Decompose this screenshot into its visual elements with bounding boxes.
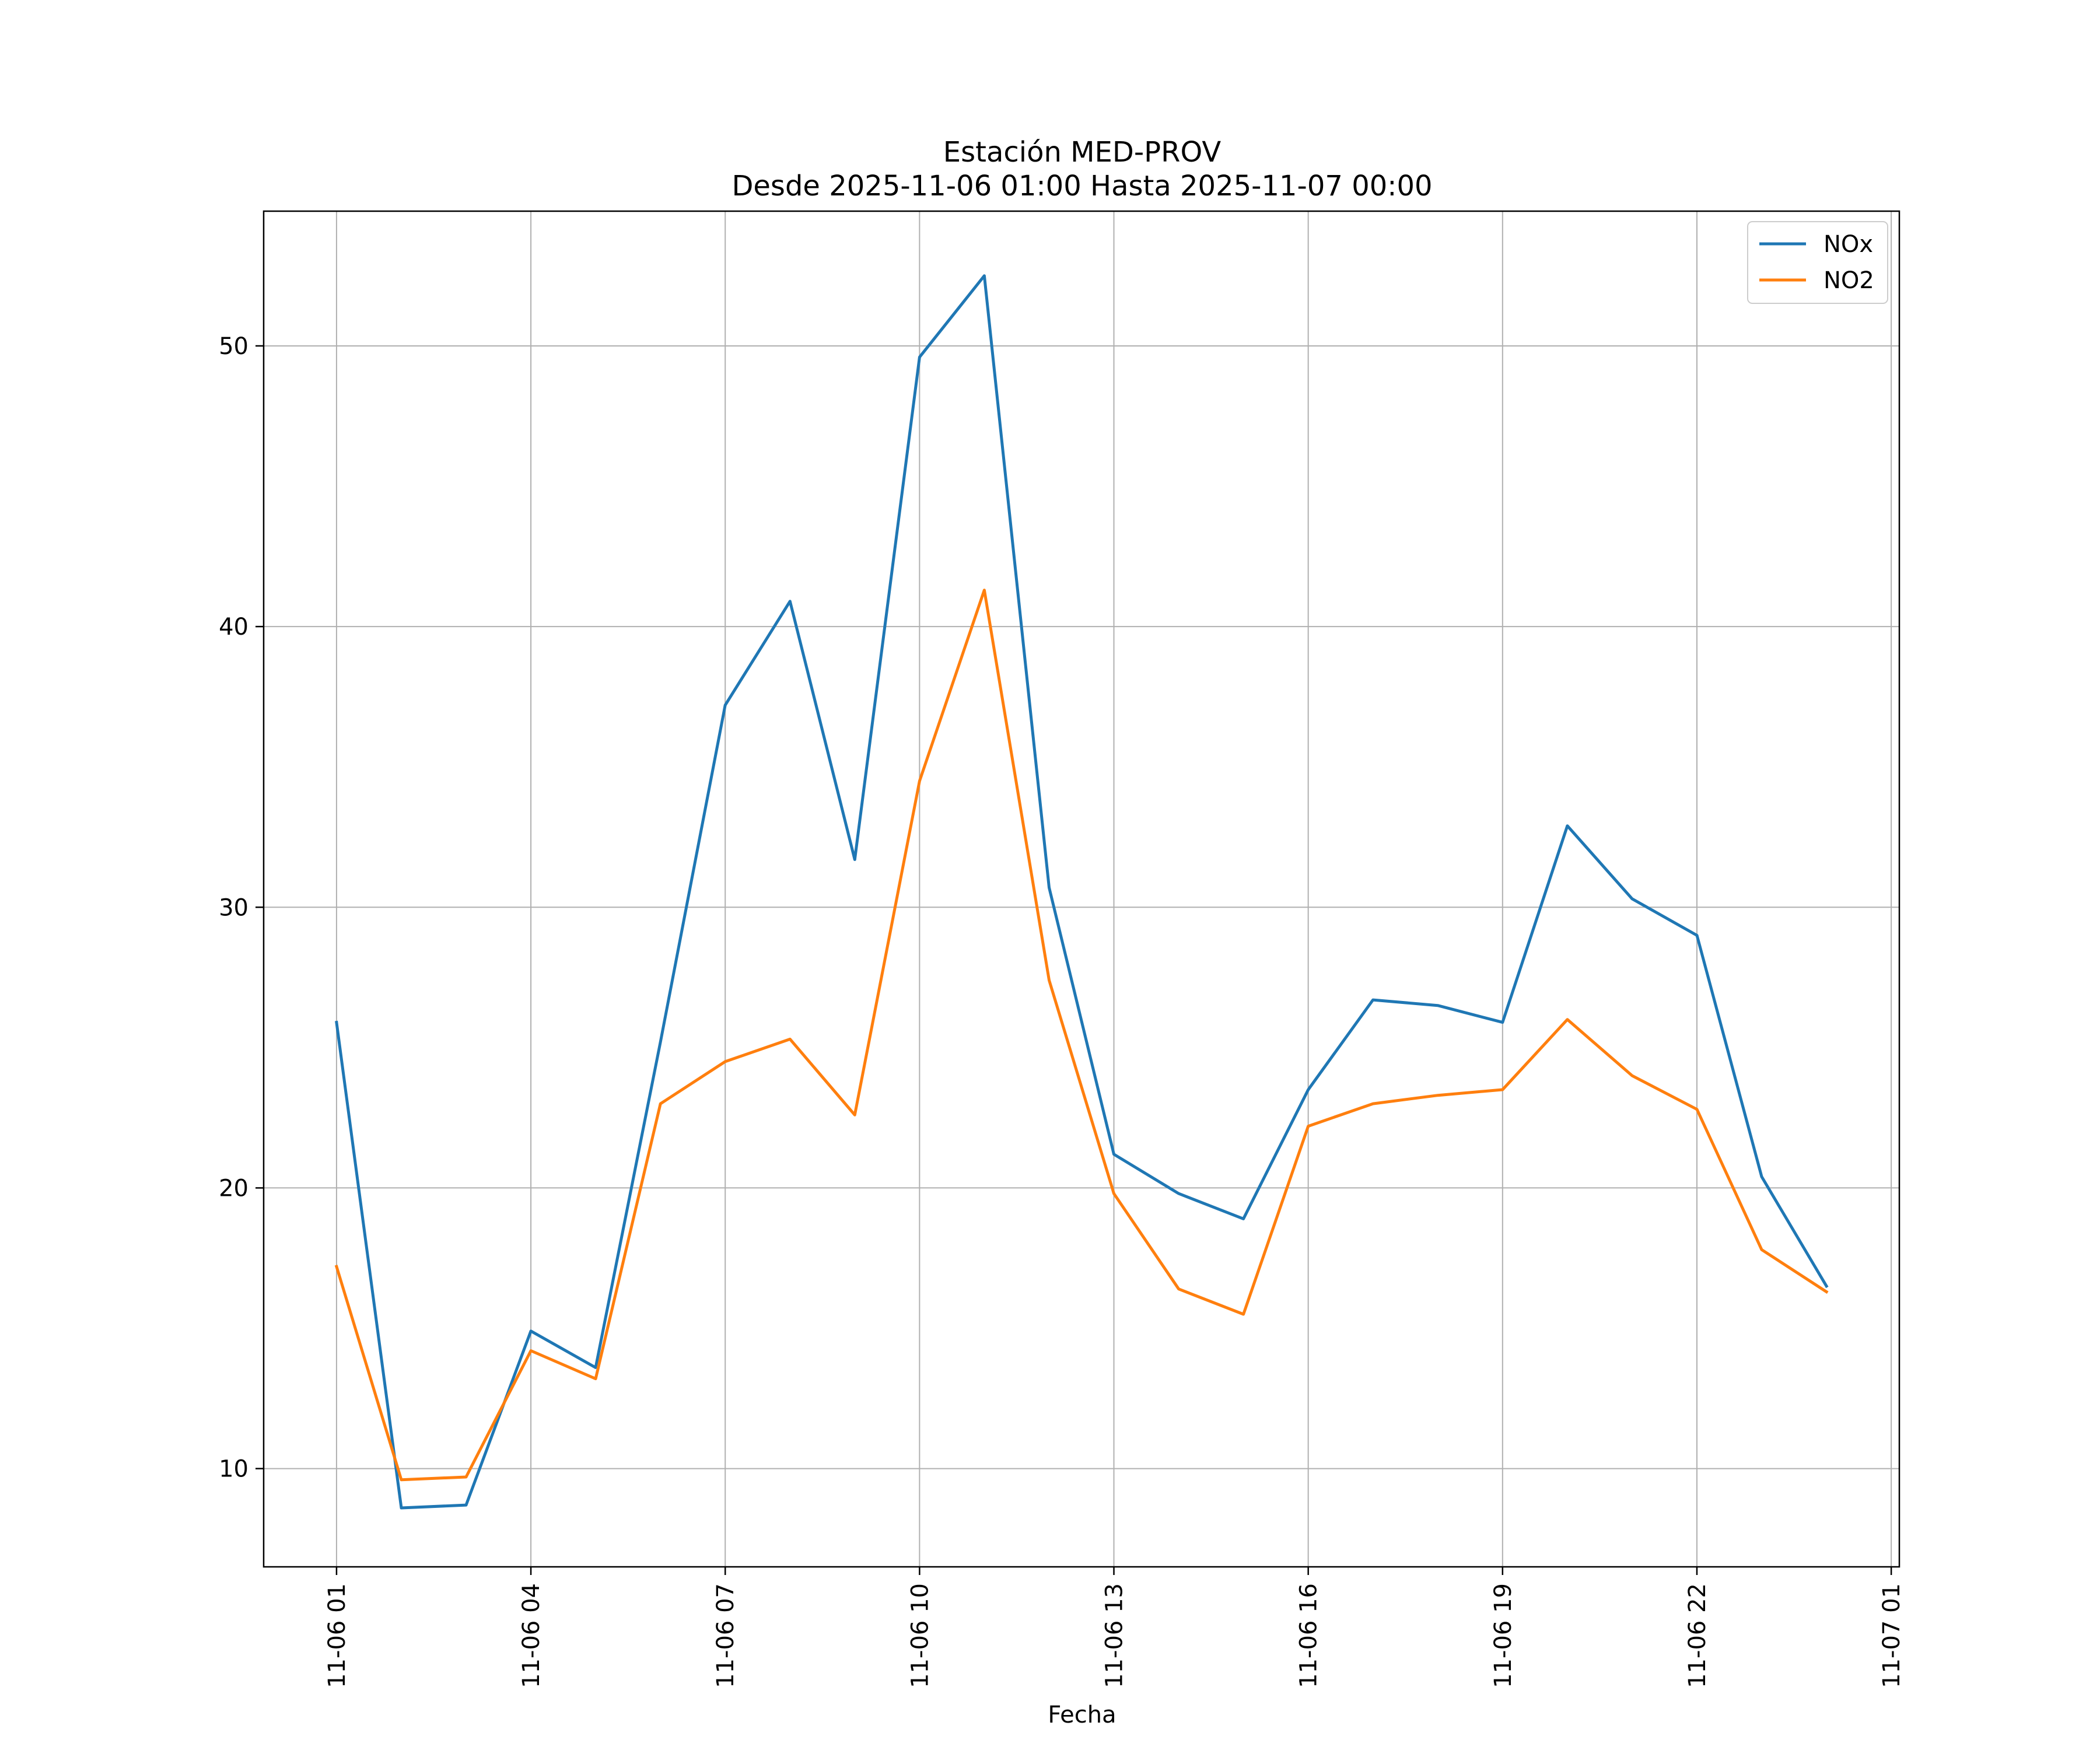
x-tick-label: 11-06 16 [1296,1583,1322,1688]
legend-frame [1747,221,1888,304]
series-line-no2 [334,589,1829,1482]
x-tick-label: 11-06 13 [1101,1583,1128,1688]
grid [264,211,1899,1567]
x-tick-label: 11-06 01 [324,1583,351,1688]
y-tick-label: 30 [219,894,249,921]
chart-subtitle: Desde 2025-11-06 01:00 Hasta 2025-11-07 … [732,170,1432,202]
series-lines [334,274,1829,1510]
x-tick-label: 11-06 07 [712,1583,739,1688]
chart-title: Estación MED-PROV [943,136,1222,169]
axis-ticks: 11-06 01 11-06 04 11-06 07 11-06 10 11-06 13… [219,333,1905,1688]
series-line-nox [335,274,1829,1510]
y-tick-label: 40 [219,614,249,640]
x-tick-label: 11-06 19 [1490,1583,1517,1688]
x-tick-label: 11-07 01 [1878,1583,1905,1688]
plot-frame [262,210,1901,1568]
y-tick-label: 50 [219,333,249,360]
legend: NOx NO2 [1747,221,1888,304]
x-axis-label: Fecha [1048,1702,1116,1728]
legend-label-no2: NO2 [1824,267,1874,294]
legend-label-nox: NOx [1824,231,1873,258]
x-tick-label: 11-06 04 [518,1583,545,1688]
x-tick-label: 11-06 10 [907,1583,933,1688]
y-tick-label: 20 [219,1175,249,1202]
y-tick-label: 10 [219,1456,249,1483]
x-tick-label: 11-06 22 [1684,1583,1711,1688]
